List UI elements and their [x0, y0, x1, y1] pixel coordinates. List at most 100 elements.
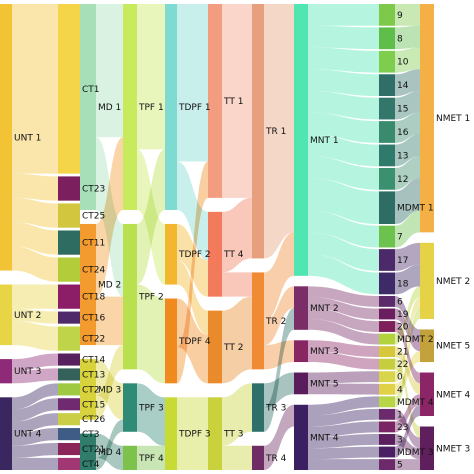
flow-link: [308, 25, 379, 50]
sankey-node: [58, 442, 80, 456]
flow-link: [395, 4, 420, 26]
node-label: UNT 4: [14, 430, 42, 440]
node-label: 12: [397, 175, 408, 185]
flow-link: [96, 296, 123, 346]
flow-link: [12, 320, 58, 351]
flow-link: [308, 232, 379, 271]
node-label: TPF 3: [138, 404, 164, 414]
sankey-node: [58, 257, 80, 282]
flow-layer: [12, 4, 420, 470]
flow-link: [395, 459, 420, 470]
flow-link: [308, 69, 379, 97]
sankey-node: [58, 353, 80, 366]
flow-link: [395, 358, 420, 438]
node-label: TPF 4: [138, 454, 164, 464]
flow-link: [395, 242, 420, 271]
flow-link: [12, 284, 58, 309]
flow-link: [395, 25, 420, 50]
node-label: CT23: [82, 185, 105, 195]
sankey-node: [379, 121, 395, 143]
sankey-node: [379, 27, 395, 50]
node-label: CT25: [82, 212, 105, 222]
flow-link: [308, 210, 379, 248]
flow-link: [308, 297, 379, 320]
flow-link: [308, 318, 379, 345]
sankey-node: [0, 359, 12, 384]
sankey-node: [208, 397, 222, 470]
sankey-node: [80, 4, 96, 210]
node-label: TR 4: [265, 454, 287, 464]
flow-link: [308, 254, 379, 295]
node-label: TT 2: [223, 343, 243, 353]
flow-link: [12, 4, 58, 174]
node-label: 17: [397, 256, 408, 266]
sankey-node: [252, 383, 264, 432]
flow-link: [308, 446, 379, 460]
node-label: CT22: [82, 335, 105, 345]
flow-link: [308, 383, 379, 395]
sankey-node: [208, 310, 222, 384]
sankey-node: [58, 203, 80, 228]
node-label: 22: [397, 360, 408, 370]
node-label: UNT 1: [14, 133, 41, 143]
sankey-node: [58, 413, 80, 426]
sankey-node: [379, 321, 395, 332]
node-label: MDMT 1: [397, 204, 434, 214]
flow-link: [395, 90, 420, 120]
flow-link: [395, 286, 420, 345]
sankey-node: [252, 445, 264, 470]
flow-link: [308, 421, 379, 438]
node-label: MD 2: [98, 281, 121, 291]
flow-link: [395, 405, 420, 458]
sankey-node: [379, 191, 395, 225]
node-label: MNT 5: [310, 379, 339, 389]
flow-link: [395, 297, 420, 383]
flow-link: [12, 413, 58, 434]
node-label: TT 4: [223, 250, 244, 260]
sankey-node: [379, 295, 395, 307]
node-label: 4: [397, 385, 403, 395]
sankey-node: [379, 50, 395, 73]
flow-link: [222, 296, 252, 384]
sankey-node: [379, 272, 395, 295]
flow-link: [177, 397, 208, 470]
sankey-node: [379, 371, 395, 383]
sankey-node: [379, 249, 395, 271]
sankey-node: [58, 176, 80, 201]
flow-link: [137, 284, 165, 384]
flow-link: [395, 394, 420, 433]
flow-link: [395, 47, 420, 73]
flow-link: [12, 246, 58, 282]
sankey-node: [379, 421, 395, 433]
node-label: TPF 1: [138, 103, 164, 113]
sankey-node: [123, 445, 137, 470]
sankey-node: [58, 284, 80, 309]
flow-link: [395, 210, 420, 248]
flow-link: [96, 345, 123, 420]
node-label: MDMT 3: [397, 448, 434, 458]
sankey-node: [0, 4, 12, 271]
sankey-node: [80, 433, 96, 470]
sankey-node: [165, 223, 177, 285]
node-label: TR 1: [265, 127, 286, 137]
flow-link: [177, 260, 208, 335]
node-label: 20: [397, 323, 409, 333]
node-label: CT16: [82, 314, 106, 324]
sankey-node: [379, 74, 395, 97]
flow-link: [137, 445, 165, 470]
node-label: TPF 2: [138, 293, 164, 303]
sankey-node: [379, 396, 395, 408]
sankey-node: [294, 404, 308, 470]
flow-link: [395, 156, 420, 190]
sankey-node: [294, 372, 308, 395]
flow-link: [222, 445, 252, 470]
flow-link: [308, 371, 379, 384]
node-label: MNT 4: [310, 433, 339, 443]
flow-link: [12, 398, 58, 422]
sankey-node: [294, 4, 308, 276]
sankey-node: [80, 223, 96, 346]
node-label: CT14: [82, 356, 106, 366]
sankey-node: [379, 333, 395, 345]
